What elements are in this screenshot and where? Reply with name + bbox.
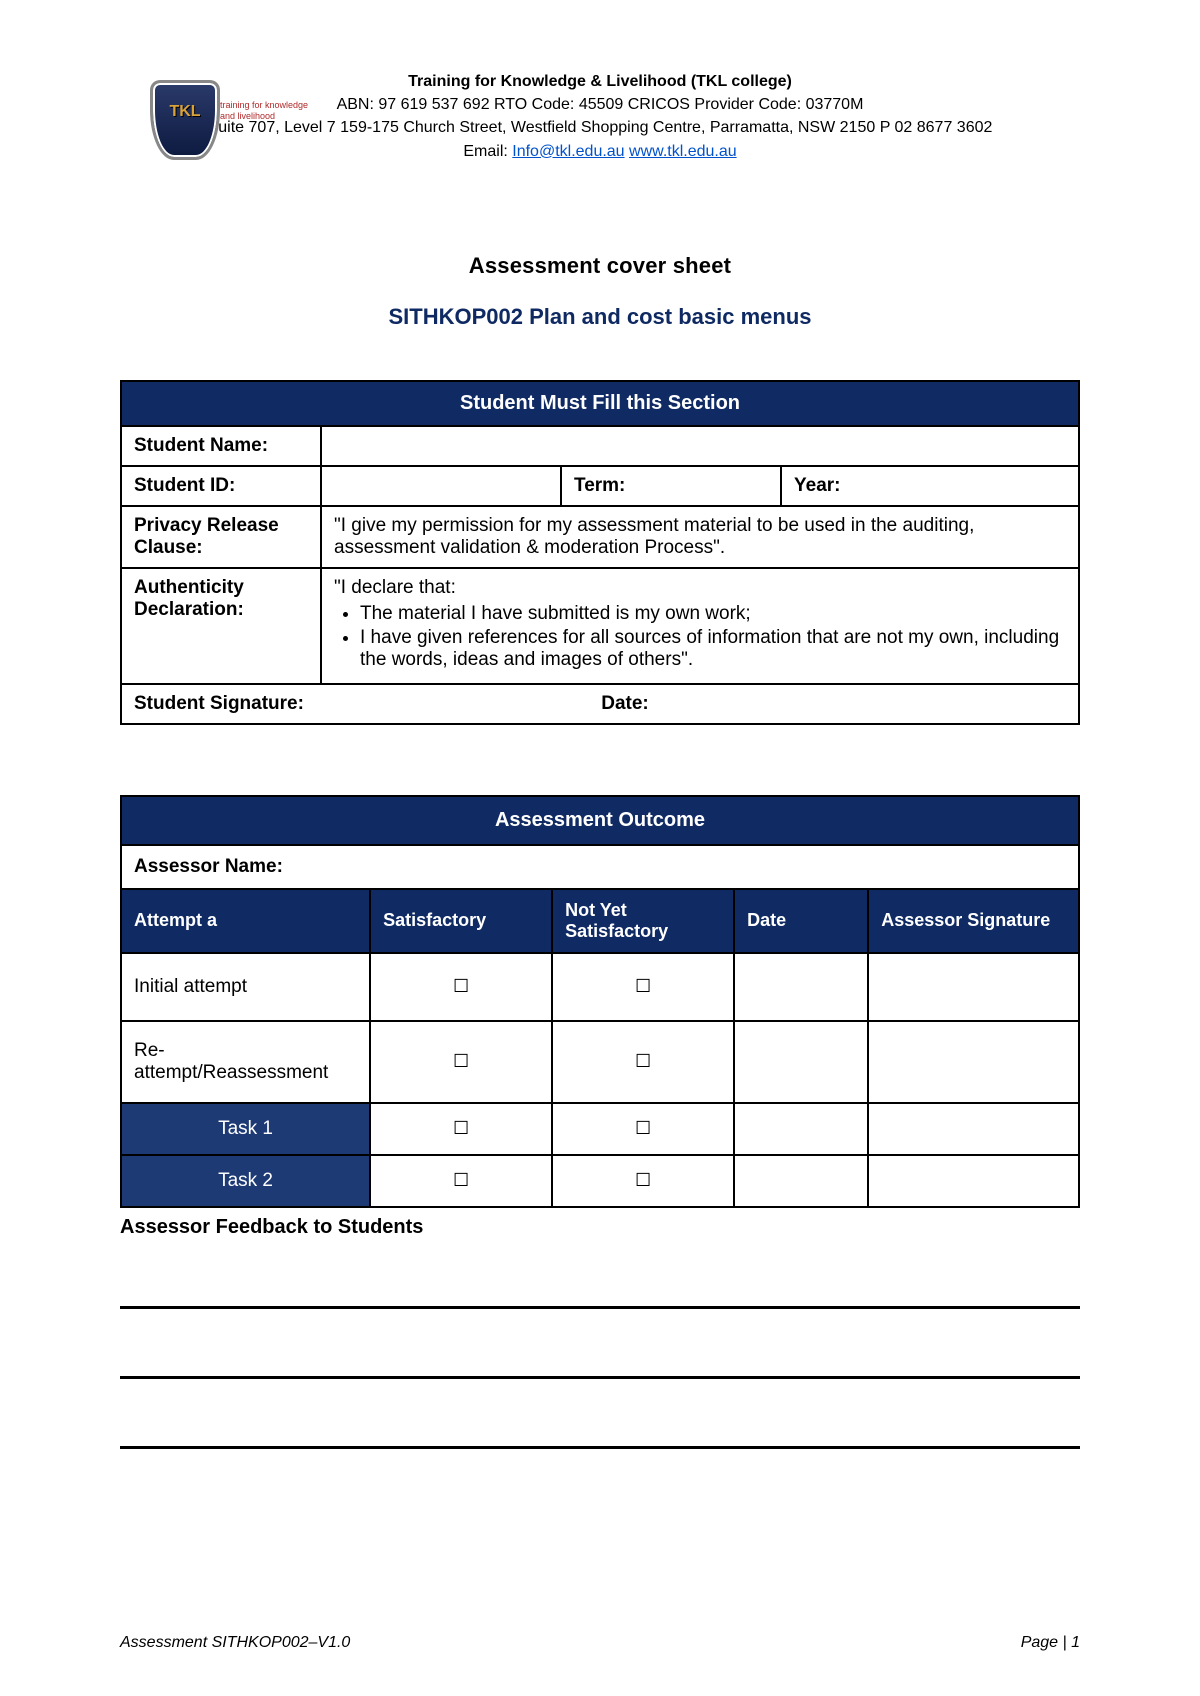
- col-attempt: Attempt a: [121, 889, 370, 953]
- label-year: Year:: [794, 475, 840, 496]
- label-signature: Student Signature:: [134, 693, 304, 714]
- feedback-title: Assessor Feedback to Students: [120, 1216, 1080, 1239]
- label-term: Term:: [574, 475, 625, 496]
- col-satisfactory: Satisfactory: [370, 889, 552, 953]
- outcome-header: Assessment Outcome: [121, 796, 1079, 845]
- checkbox-initial-nys[interactable]: ☐: [552, 953, 734, 1021]
- field-task1-sig[interactable]: [868, 1103, 1079, 1155]
- logo-subtext: training for knowledge and livelihood: [220, 100, 308, 122]
- field-task2-sig[interactable]: [868, 1155, 1079, 1207]
- authenticity-cell: "I declare that: The material I have sub…: [321, 568, 1079, 684]
- checkbox-re-nys[interactable]: ☐: [552, 1021, 734, 1103]
- field-initial-date[interactable]: [734, 953, 868, 1021]
- auth-intro: "I declare that:: [334, 577, 456, 598]
- checkbox-task1-sat[interactable]: ☐: [370, 1103, 552, 1155]
- auth-bullet-2: I have given references for all sources …: [360, 627, 1066, 671]
- term-cell: Term:: [561, 466, 781, 506]
- field-student-name[interactable]: [321, 426, 1079, 466]
- student-section-table: Student Must Fill this Section Student N…: [120, 380, 1080, 725]
- checkbox-task2-sat[interactable]: ☐: [370, 1155, 552, 1207]
- document-title: Assessment cover sheet: [120, 253, 1080, 279]
- field-task2-date[interactable]: [734, 1155, 868, 1207]
- page-footer: Assessment SITHKOP002–V1.0 Page | 1: [120, 1634, 1080, 1652]
- document-header: training for knowledge and livelihood Tr…: [120, 70, 1080, 163]
- field-re-date[interactable]: [734, 1021, 868, 1103]
- col-not-yet-satisfactory: Not Yet Satisfactory: [552, 889, 734, 953]
- label-student-name: Student Name:: [121, 426, 321, 466]
- org-title: Training for Knowledge & Livelihood (TKL…: [120, 70, 1080, 93]
- year-cell: Year:: [781, 466, 1079, 506]
- page: training for knowledge and livelihood Tr…: [0, 0, 1200, 1696]
- feedback-line-1[interactable]: [120, 1249, 1080, 1309]
- course-title: SITHKOP002 Plan and cost basic menus: [120, 304, 1080, 330]
- feedback-line-2[interactable]: [120, 1319, 1080, 1379]
- col-assessor-signature: Assessor Signature: [868, 889, 1079, 953]
- feedback-line-3[interactable]: [120, 1389, 1080, 1449]
- outcome-table: Assessment Outcome Assessor Name: Attemp…: [120, 795, 1080, 1208]
- checkbox-task2-nys[interactable]: ☐: [552, 1155, 734, 1207]
- tkl-logo: [150, 80, 220, 160]
- row-task1-label: Task 1: [121, 1103, 370, 1155]
- label-assessor-name: Assessor Name:: [121, 845, 1079, 889]
- col-date: Date: [734, 889, 868, 953]
- row-task2-label: Task 2: [121, 1155, 370, 1207]
- signature-row[interactable]: Student Signature: Date:: [121, 684, 1079, 724]
- footer-left: Assessment SITHKOP002–V1.0: [120, 1634, 350, 1652]
- footer-right: Page | 1: [1021, 1634, 1080, 1652]
- privacy-text: "I give my permission for my assessment …: [321, 506, 1079, 568]
- field-student-id[interactable]: [321, 466, 561, 506]
- label-student-id: Student ID:: [121, 466, 321, 506]
- email-line: Email: Info@tkl.edu.au www.tkl.edu.au: [120, 140, 1080, 163]
- checkbox-initial-sat[interactable]: ☐: [370, 953, 552, 1021]
- field-re-sig[interactable]: [868, 1021, 1079, 1103]
- label-authenticity: Authenticity Declaration:: [121, 568, 321, 684]
- label-date: Date:: [601, 693, 649, 714]
- outcome-section: Assessment Outcome Assessor Name: Attemp…: [120, 795, 1080, 1449]
- email-link[interactable]: Info@tkl.edu.au: [512, 143, 624, 160]
- label-privacy: Privacy Release Clause:: [121, 506, 321, 568]
- field-task1-date[interactable]: [734, 1103, 868, 1155]
- checkbox-task1-nys[interactable]: ☐: [552, 1103, 734, 1155]
- field-initial-sig[interactable]: [868, 953, 1079, 1021]
- email-label: Email:: [463, 143, 512, 160]
- student-section-header: Student Must Fill this Section: [121, 381, 1079, 426]
- website-link[interactable]: www.tkl.edu.au: [629, 143, 737, 160]
- row-reattempt-label: Re-attempt/Reassessment: [121, 1021, 370, 1103]
- row-initial-label: Initial attempt: [121, 953, 370, 1021]
- checkbox-re-sat[interactable]: ☐: [370, 1021, 552, 1103]
- auth-bullet-1: The material I have submitted is my own …: [360, 603, 1066, 625]
